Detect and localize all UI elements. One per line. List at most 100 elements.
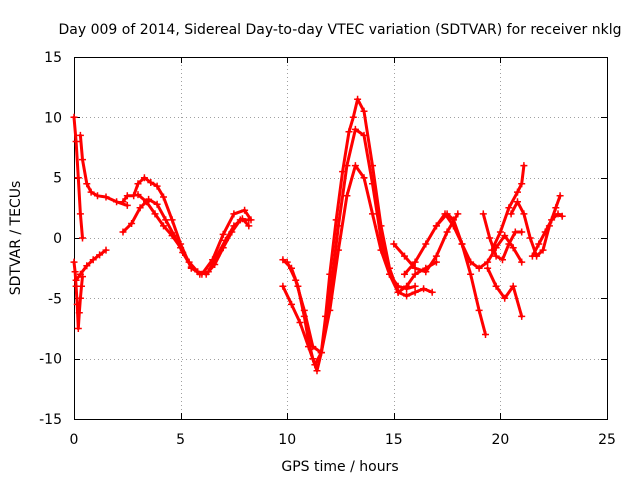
x-tick-label: 5: [176, 432, 185, 448]
data-point: [505, 204, 513, 212]
data-point: [147, 179, 155, 186]
data-point: [450, 216, 457, 224]
series-arc-6: [119, 195, 253, 278]
data-point: [475, 306, 483, 314]
data-point: [292, 276, 300, 284]
data-point: [76, 270, 84, 278]
data-point: [428, 288, 436, 296]
series-arc-13: [432, 210, 526, 272]
data-point: [194, 268, 202, 276]
data-point: [185, 258, 193, 266]
data-point: [343, 162, 351, 170]
data-point: [245, 216, 253, 224]
data-point: [160, 193, 167, 201]
data-point: [514, 188, 521, 196]
data-point: [219, 230, 227, 238]
data-point: [411, 270, 419, 278]
data-point: [554, 210, 562, 218]
data-point: [134, 191, 142, 199]
data-point: [411, 258, 419, 266]
series-arc-2: [70, 258, 86, 332]
series-line: [78, 133, 129, 207]
x-tick-label: 25: [598, 432, 616, 448]
data-point: [72, 276, 80, 284]
data-point: [345, 128, 353, 136]
data-point: [313, 367, 321, 375]
data-point: [76, 210, 84, 218]
data-point: [74, 325, 82, 332]
data-point: [411, 288, 419, 296]
data-point: [119, 228, 127, 236]
series-arc-9: [279, 162, 419, 369]
data-point: [518, 228, 526, 236]
y-tick-label: 0: [53, 231, 62, 247]
data-point: [168, 216, 176, 224]
data-point: [394, 288, 402, 296]
data-point: [377, 234, 385, 242]
data-point: [488, 246, 496, 254]
y-tick-label: -5: [48, 291, 62, 307]
data-point: [518, 312, 526, 320]
data-point: [443, 228, 451, 236]
y-tick-label: 15: [44, 50, 62, 66]
data-point: [454, 210, 462, 218]
series-arc-11: [390, 210, 462, 276]
data-point: [334, 222, 342, 230]
data-series: [70, 95, 566, 375]
data-point: [76, 294, 84, 302]
data-point: [507, 210, 515, 218]
data-point: [311, 361, 319, 369]
data-point: [420, 285, 428, 293]
data-point: [492, 282, 500, 290]
data-point: [230, 210, 238, 218]
data-point: [211, 261, 219, 268]
data-point: [518, 180, 526, 188]
data-point: [87, 188, 95, 196]
data-point: [228, 228, 236, 236]
data-point: [153, 200, 161, 208]
data-point: [467, 270, 475, 278]
data-point: [202, 270, 210, 278]
data-point: [343, 192, 351, 200]
data-point: [288, 300, 295, 308]
series-arc-4: [76, 131, 131, 209]
data-point: [73, 300, 81, 308]
data-point: [113, 198, 121, 206]
y-tick-label: -15: [39, 412, 62, 428]
data-point: [83, 180, 91, 188]
data-point: [401, 252, 408, 260]
data-point: [467, 258, 475, 266]
data-point: [71, 268, 79, 276]
data-point: [326, 294, 334, 302]
data-point: [354, 95, 362, 103]
data-point: [102, 246, 110, 254]
data-point: [79, 234, 86, 242]
x-tick-label: 20: [491, 432, 509, 448]
data-point: [558, 212, 566, 220]
data-point: [177, 244, 185, 252]
data-point: [548, 216, 556, 224]
data-point: [236, 216, 244, 224]
y-tick-label: -10: [39, 352, 62, 368]
data-point: [403, 292, 411, 300]
data-point: [349, 113, 357, 121]
data-point: [403, 282, 411, 290]
data-point: [102, 193, 110, 201]
data-point: [496, 228, 504, 236]
data-point: [486, 234, 494, 242]
data-point: [78, 282, 85, 290]
data-point: [501, 294, 509, 302]
data-point: [541, 228, 549, 236]
data-point: [153, 182, 161, 190]
data-point: [143, 198, 150, 206]
data-point: [450, 222, 457, 230]
data-point: [528, 252, 536, 260]
data-point: [514, 198, 521, 206]
data-point: [134, 180, 142, 188]
data-point: [351, 162, 359, 170]
data-point: [168, 232, 176, 240]
series-line: [285, 127, 438, 355]
data-point: [70, 113, 78, 121]
series-arc-1: [70, 113, 86, 242]
series-arc-16: [488, 162, 528, 254]
